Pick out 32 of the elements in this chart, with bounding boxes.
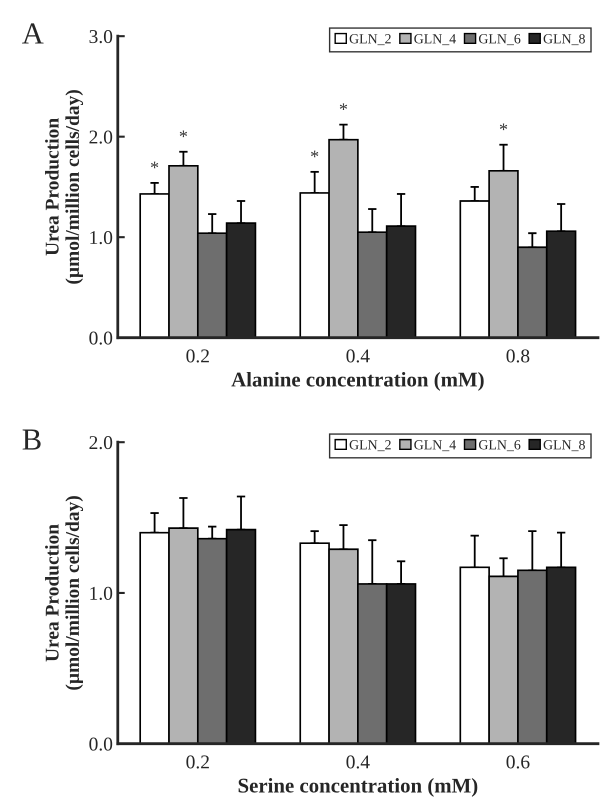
x-tick-label: 0.6 <box>506 755 530 769</box>
legend-label: GLN_6 <box>478 34 520 46</box>
x-tick-label: 0.4 <box>346 755 370 769</box>
x-tick-label: 0.8 <box>506 349 530 363</box>
data-label: * <box>500 123 508 130</box>
legend-label: GLN_8 <box>544 440 585 452</box>
legend-label: GLN_2 <box>350 440 391 452</box>
text: B <box>22 430 41 450</box>
x-tick-label: 0.2 <box>186 349 209 363</box>
data-label: * <box>150 162 158 168</box>
legend-label: GLN_2 <box>350 34 391 46</box>
legend-label: GLN_4 <box>414 34 456 46</box>
y-tick-label: 0.0 <box>89 331 112 345</box>
y-tick-label: 3.0 <box>90 30 112 44</box>
text: A <box>22 23 44 44</box>
data-label: * <box>180 130 188 138</box>
legend-label: GLN_6 <box>478 440 520 452</box>
legend-label: GLN_4 <box>414 440 456 452</box>
y-axis-title: Urea Production (µmol/million cells/day) <box>45 496 84 690</box>
y-tick-label: 0.0 <box>89 738 112 751</box>
y-tick-label: 1.0 <box>90 230 112 244</box>
y-tick-label: 1.0 <box>90 586 112 600</box>
x-tick-label: 0.2 <box>186 755 209 769</box>
data-label: * <box>340 103 348 110</box>
y-axis-title: Urea Production (µmol/million cells/day) <box>45 90 84 284</box>
x-tick-label: 0.4 <box>346 349 370 363</box>
x-axis-title: Alanine concentration (mM) <box>231 372 484 391</box>
x-axis-title: Serine concentration (mM) <box>238 778 478 797</box>
data-label: * <box>311 150 318 158</box>
y-tick-label: 2.0 <box>89 130 112 144</box>
legend-label: GLN_8 <box>544 34 585 46</box>
y-tick-label: 2.0 <box>89 436 112 450</box>
